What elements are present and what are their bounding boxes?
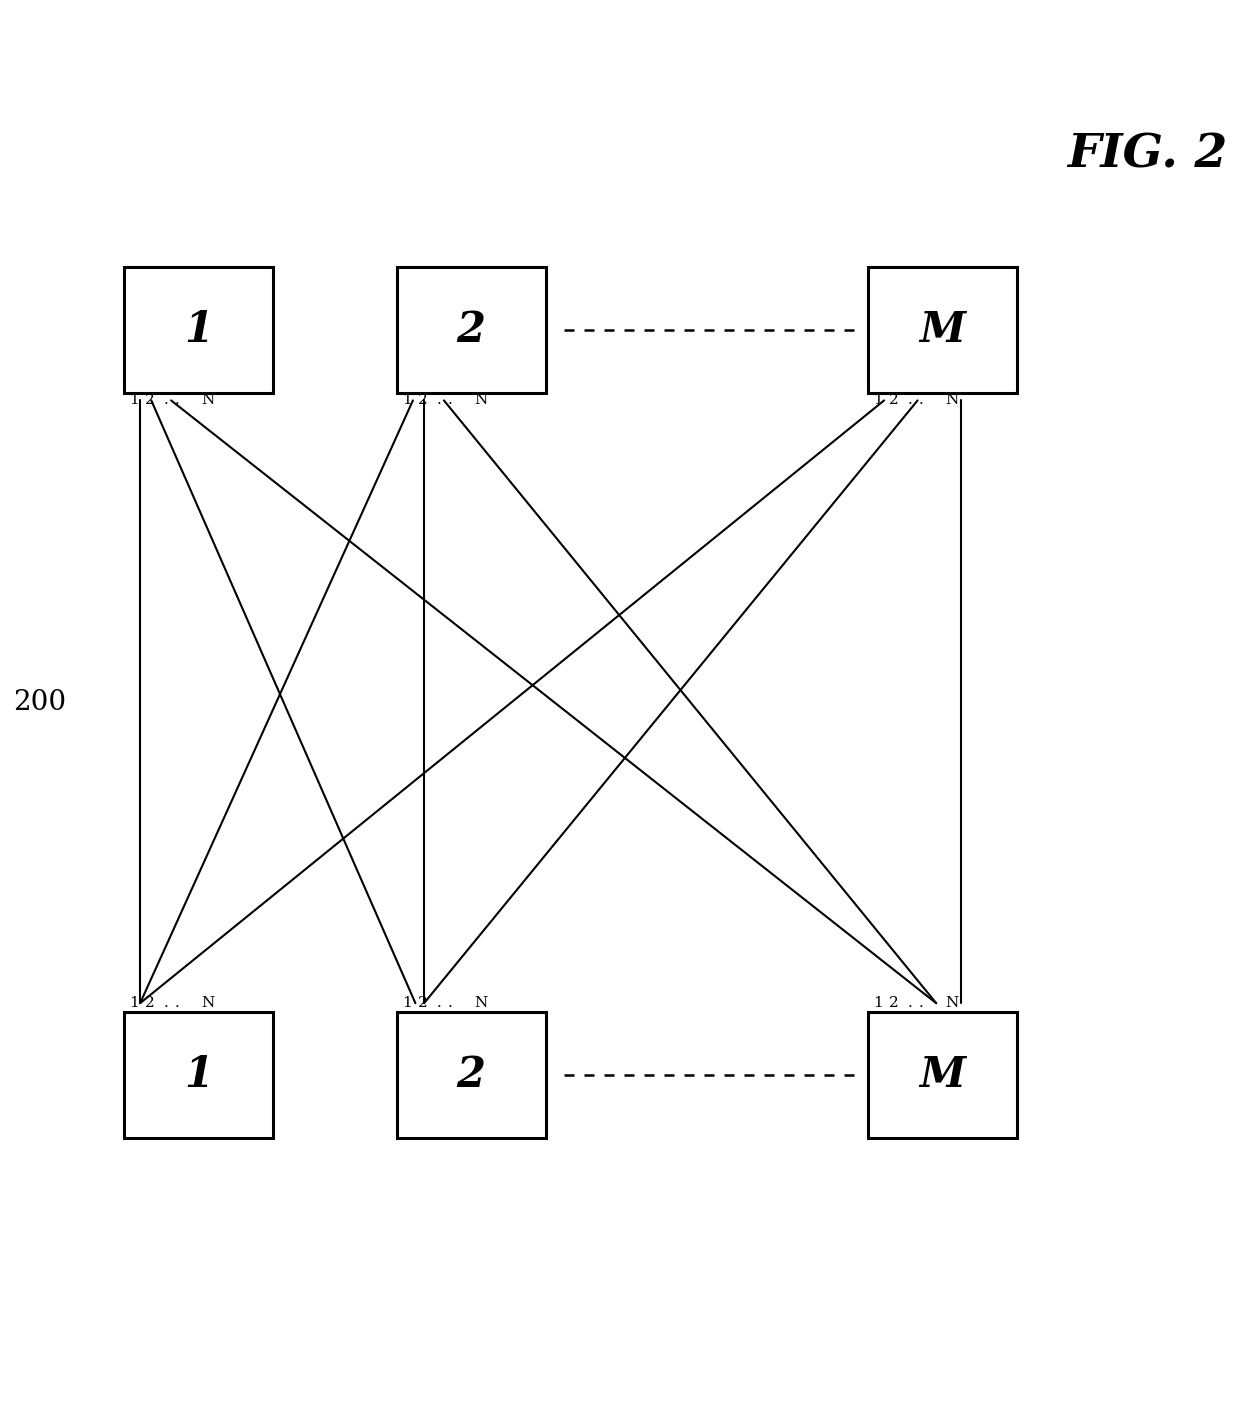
- Text: .: .: [919, 996, 924, 1010]
- FancyBboxPatch shape: [397, 1012, 546, 1138]
- Text: .: .: [919, 393, 924, 407]
- Text: .: .: [908, 393, 913, 407]
- Text: 1: 1: [129, 393, 139, 407]
- Text: FIG. 2: FIG. 2: [1066, 132, 1228, 177]
- Text: 1: 1: [873, 996, 883, 1010]
- Text: .: .: [436, 996, 441, 1010]
- Text: .: .: [164, 996, 169, 1010]
- Text: 2: 2: [456, 309, 486, 351]
- Text: .: .: [175, 393, 180, 407]
- Text: 1: 1: [184, 1054, 213, 1096]
- Text: N: N: [475, 996, 487, 1010]
- Text: .: .: [175, 996, 180, 1010]
- FancyBboxPatch shape: [868, 267, 1017, 393]
- Text: 2: 2: [418, 996, 428, 1010]
- FancyBboxPatch shape: [124, 1012, 273, 1138]
- Text: .: .: [436, 393, 441, 407]
- Text: 2: 2: [418, 393, 428, 407]
- Text: N: N: [202, 393, 215, 407]
- Text: N: N: [475, 393, 487, 407]
- Text: 2: 2: [889, 996, 899, 1010]
- Text: 2: 2: [456, 1054, 486, 1096]
- FancyBboxPatch shape: [868, 1012, 1017, 1138]
- Text: .: .: [908, 996, 913, 1010]
- Text: N: N: [202, 996, 215, 1010]
- Text: 1: 1: [184, 309, 213, 351]
- Text: 2: 2: [145, 996, 155, 1010]
- Text: 1: 1: [402, 393, 412, 407]
- Text: 1: 1: [129, 996, 139, 1010]
- Text: N: N: [946, 996, 959, 1010]
- FancyBboxPatch shape: [397, 267, 546, 393]
- Text: 200: 200: [14, 688, 66, 717]
- Text: .: .: [164, 393, 169, 407]
- Text: 2: 2: [145, 393, 155, 407]
- Text: .: .: [448, 393, 453, 407]
- Text: 1: 1: [873, 393, 883, 407]
- Text: .: .: [448, 996, 453, 1010]
- Text: M: M: [919, 309, 966, 351]
- Text: 2: 2: [889, 393, 899, 407]
- Text: 1: 1: [402, 996, 412, 1010]
- FancyBboxPatch shape: [124, 267, 273, 393]
- Text: N: N: [946, 393, 959, 407]
- Text: M: M: [919, 1054, 966, 1096]
